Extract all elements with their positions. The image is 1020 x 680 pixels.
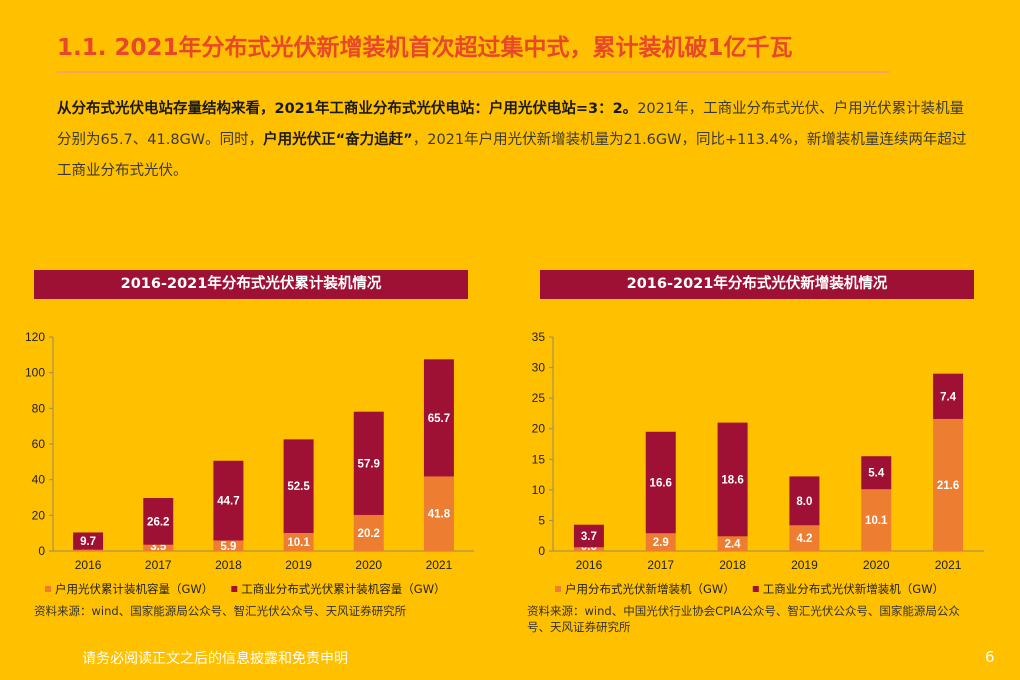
y-tick-label: 120 bbox=[25, 330, 45, 344]
x-tick-label: 2018 bbox=[215, 558, 242, 572]
y-tick-label: 40 bbox=[32, 473, 46, 487]
bar-commercial-2019 bbox=[789, 476, 820, 526]
cumulative-chart: 0204060801001200.79.720163.526.220175.94… bbox=[25, 330, 474, 596]
bar-commercial-2016 bbox=[73, 532, 104, 550]
data-label: 10.1 bbox=[865, 515, 888, 527]
x-tick-label: 2017 bbox=[647, 558, 674, 572]
y-tick-label: 0 bbox=[538, 544, 545, 558]
data-label: 26.2 bbox=[147, 516, 169, 528]
data-label: 21.6 bbox=[937, 480, 959, 492]
y-tick-label: 10 bbox=[532, 483, 546, 497]
bar-residential-2017 bbox=[645, 533, 676, 551]
legend-swatch bbox=[555, 586, 561, 592]
cumulative-chart-title: 2016-2021年分布式光伏累计装机情况 bbox=[34, 270, 468, 299]
data-label: 44.7 bbox=[217, 496, 239, 508]
bar-residential-2018 bbox=[213, 540, 244, 551]
legend-label: 户用光伏累计装机容量（GW） bbox=[55, 582, 213, 596]
bar-commercial-2019 bbox=[283, 439, 314, 533]
x-tick-label: 2016 bbox=[576, 558, 603, 572]
y-tick-label: 100 bbox=[25, 366, 45, 380]
bar-residential-2016 bbox=[73, 549, 104, 551]
bar-residential-2020 bbox=[353, 514, 384, 551]
data-label: 7.4 bbox=[940, 391, 957, 403]
page-number: 6 bbox=[985, 648, 995, 666]
legend-swatch bbox=[752, 586, 759, 592]
legend-label: 工商业分布式光伏新增装机（GW） bbox=[763, 582, 944, 596]
x-tick-label: 2016 bbox=[75, 558, 102, 572]
legend-swatch bbox=[45, 586, 51, 592]
disclaimer-footer: 请务必阅读正文之后的信息披露和免责申明 bbox=[82, 651, 348, 667]
bar-residential-2017 bbox=[143, 544, 174, 551]
legend-swatch bbox=[231, 586, 238, 592]
bar-commercial-2017 bbox=[143, 498, 174, 545]
para-bold-1: 从分布式光伏电站存量结构来看，2021年工商业分布式光伏电站：户用光伏电站=3：… bbox=[57, 101, 638, 117]
x-tick-label: 2020 bbox=[355, 558, 382, 572]
x-tick-label: 2020 bbox=[863, 558, 890, 572]
cumulative-chart-source: 资料来源：wind、国家能源局公众号、智汇光伏公众号、天风证券研究所 bbox=[34, 604, 407, 618]
data-label: 2.9 bbox=[653, 537, 669, 549]
legend-label: 工商业分布式光伏累计装机容量（GW） bbox=[241, 582, 445, 596]
new-install-chart-title: 2016-2021年分布式光伏新增装机情况 bbox=[540, 270, 974, 299]
data-label: 2.4 bbox=[725, 539, 742, 551]
bar-commercial-2021 bbox=[423, 359, 454, 477]
summary-paragraph: 从分布式光伏电站存量结构来看，2021年工商业分布式光伏电站：户用光伏电站=3：… bbox=[57, 94, 972, 187]
bar-commercial-2016 bbox=[573, 524, 604, 548]
bar-commercial-2020 bbox=[353, 411, 384, 515]
y-tick-label: 20 bbox=[32, 508, 46, 522]
data-label: 20.2 bbox=[358, 528, 380, 540]
data-label: 10.1 bbox=[287, 537, 310, 549]
bar-commercial-2021 bbox=[933, 373, 964, 419]
data-label: 57.9 bbox=[358, 458, 380, 470]
x-tick-label: 2021 bbox=[426, 558, 453, 572]
y-tick-label: 30 bbox=[532, 361, 546, 375]
x-tick-label: 2019 bbox=[285, 558, 312, 572]
data-label: 4.2 bbox=[796, 533, 812, 545]
bar-residential-2021 bbox=[933, 418, 964, 551]
bar-commercial-2020 bbox=[861, 456, 892, 490]
para-text-1: 2021年，工商业分布式光伏、户用光伏累计装机量分别为65.7、41.8GW。同… bbox=[57, 101, 965, 148]
new-install-chart-source: 资料来源：wind、中国光伏行业协会CPIA公众号、智汇光伏公众号、国家能源局公… bbox=[527, 604, 960, 634]
para-text-2: ，2021年户用光伏新增装机量为21.6GW，同比+113.4%，新增装机量连续… bbox=[57, 132, 967, 179]
x-tick-label: 2017 bbox=[145, 558, 172, 572]
bar-commercial-2018 bbox=[213, 460, 244, 541]
bar-commercial-2018 bbox=[717, 422, 748, 537]
y-tick-label: 20 bbox=[532, 422, 546, 436]
bar-residential-2016 bbox=[573, 547, 604, 551]
legend-label: 户用分布式光伏新增装机（GW） bbox=[565, 582, 735, 596]
bar-residential-2021 bbox=[423, 476, 454, 551]
bar-residential-2020 bbox=[861, 489, 892, 551]
data-label: 5.9 bbox=[220, 541, 236, 553]
data-label: 9.7 bbox=[80, 536, 96, 548]
new-install-chart: 051015202530350.63.720162.916.620172.418… bbox=[532, 330, 984, 596]
data-label: 3.7 bbox=[581, 531, 597, 543]
y-tick-label: 15 bbox=[532, 452, 546, 466]
para-bold-2: 户用光伏正“奋力追赶” bbox=[263, 132, 413, 148]
bar-residential-2019 bbox=[789, 525, 820, 551]
y-tick-label: 80 bbox=[32, 401, 46, 415]
data-label: 41.8 bbox=[428, 509, 451, 521]
title-divider bbox=[57, 71, 890, 73]
data-label: 52.5 bbox=[287, 481, 310, 493]
data-label: 18.6 bbox=[721, 474, 743, 486]
data-label: 16.6 bbox=[650, 478, 672, 490]
y-tick-label: 25 bbox=[532, 391, 546, 405]
bar-commercial-2017 bbox=[645, 431, 676, 534]
y-tick-label: 0 bbox=[38, 544, 45, 558]
data-label: 8.0 bbox=[796, 496, 812, 508]
slide-title: 1.1. 2021年分布式光伏新增装机首次超过集中式，累计装机破1亿千瓦 bbox=[57, 35, 793, 61]
x-tick-label: 2018 bbox=[719, 558, 746, 572]
y-tick-label: 35 bbox=[532, 330, 546, 344]
data-label: 5.4 bbox=[868, 468, 885, 480]
y-tick-label: 60 bbox=[32, 437, 46, 451]
y-tick-label: 5 bbox=[538, 513, 545, 527]
x-tick-label: 2019 bbox=[791, 558, 818, 572]
bar-residential-2018 bbox=[717, 536, 748, 551]
bar-residential-2019 bbox=[283, 532, 314, 551]
x-tick-label: 2021 bbox=[935, 558, 962, 572]
data-label: 65.7 bbox=[428, 413, 450, 425]
